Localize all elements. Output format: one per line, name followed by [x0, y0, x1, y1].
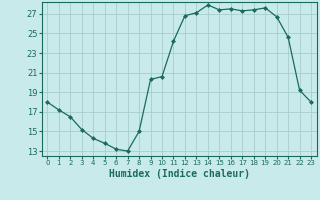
X-axis label: Humidex (Indice chaleur): Humidex (Indice chaleur): [109, 169, 250, 179]
